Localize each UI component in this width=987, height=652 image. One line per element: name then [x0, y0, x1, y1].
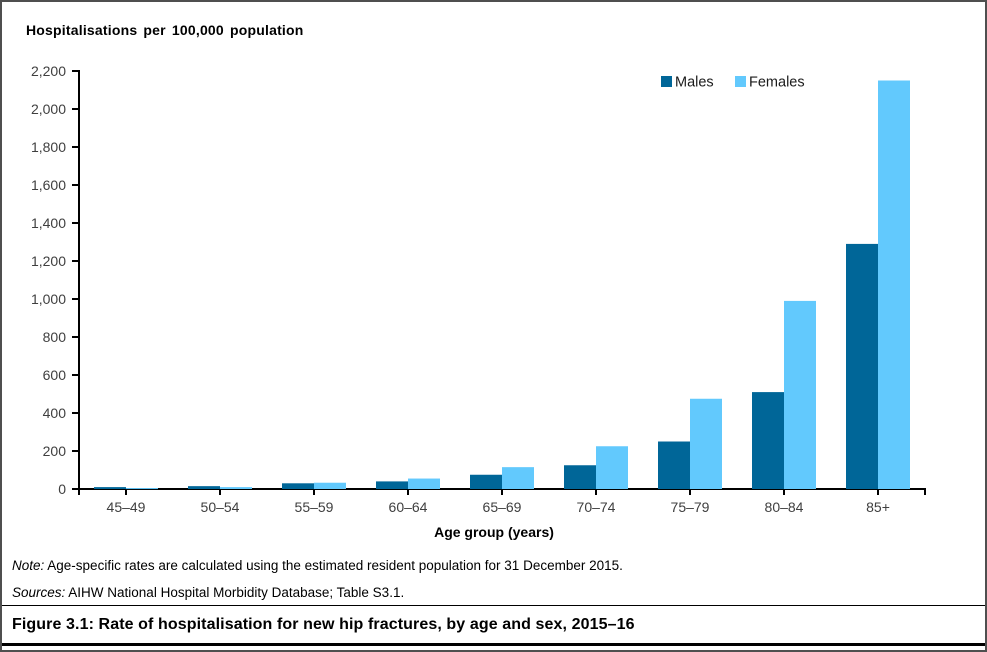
y-tick-label: 400: [43, 405, 67, 421]
x-tick-label: 60–64: [389, 499, 428, 515]
bar-females-65-69: [502, 467, 534, 489]
bar-females-85+: [878, 80, 910, 489]
bar-males-70-74: [564, 465, 596, 489]
bar-males-55-59: [282, 483, 314, 489]
bar-males-50-54: [188, 486, 220, 489]
y-tick-label: 1,000: [31, 291, 66, 307]
x-tick-label: 75–79: [671, 499, 710, 515]
sources-text: AIHW National Hospital Morbidity Databas…: [65, 585, 405, 600]
y-tick-label: 1,600: [31, 177, 66, 193]
chart-title: Hospitalisations per 100,000 population: [26, 22, 304, 38]
figure-caption: Figure 3.1: Rate of hospitalisation for …: [12, 615, 635, 633]
bar-males-65-69: [470, 474, 502, 489]
bar-females-55-59: [314, 482, 346, 489]
legend-swatch-males: [661, 76, 672, 87]
y-tick-label: 2,000: [31, 101, 66, 117]
x-tick-label: 85+: [866, 499, 890, 515]
y-tick-label: 600: [43, 367, 67, 383]
bar-chart: 0 200 400 600 800 1,000 1,200 1,400 1,600 1,800 2,…: [31, 63, 926, 540]
bar-females-60-64: [408, 478, 440, 489]
x-tick-label: 65–69: [483, 499, 522, 515]
note-line: Note: Age-specific rates are calculated …: [12, 558, 977, 573]
bar-males-80-84: [752, 392, 784, 489]
bar-females-75-79: [690, 398, 722, 489]
bar-males-45-49: [94, 487, 126, 489]
caption-divider: [2, 605, 985, 606]
y-tick-label: 1,200: [31, 253, 66, 269]
y-tick-label: 1,400: [31, 215, 66, 231]
y-tick-label: 2,200: [31, 63, 66, 79]
sources-label: Sources:: [12, 585, 66, 600]
x-tick-label: 45–49: [107, 499, 146, 515]
x-tick-label: 70–74: [577, 499, 616, 515]
bar-males-60-64: [376, 481, 408, 489]
bar-males-85+: [846, 243, 878, 489]
x-axis-title: Age group (years): [434, 524, 554, 540]
x-tick-label: 80–84: [765, 499, 804, 515]
y-tick-label: 1,800: [31, 139, 66, 155]
bar-females-70-74: [596, 446, 628, 489]
legend-label-males: Males: [675, 75, 714, 91]
x-tick-label: 50–54: [201, 499, 240, 515]
note-text: Age-specific rates are calculated using …: [44, 558, 623, 573]
legend-label-females: Females: [749, 75, 805, 91]
bar-females-45-49: [126, 488, 158, 490]
y-tick-label: 200: [43, 443, 67, 459]
y-tick-label: 0: [58, 481, 66, 497]
caption-block: Figure 3.1: Rate of hospitalisation for …: [2, 606, 985, 646]
x-tick-label: 55–59: [295, 499, 334, 515]
note-label: Note:: [12, 558, 45, 573]
legend-swatch-females: [735, 76, 746, 87]
y-tick-label: 800: [43, 329, 67, 345]
bar-males-75-79: [658, 441, 690, 489]
sources-line: Sources: AIHW National Hospital Morbidit…: [12, 585, 977, 600]
bar-females-80-84: [784, 300, 816, 489]
bar-females-50-54: [220, 487, 252, 489]
